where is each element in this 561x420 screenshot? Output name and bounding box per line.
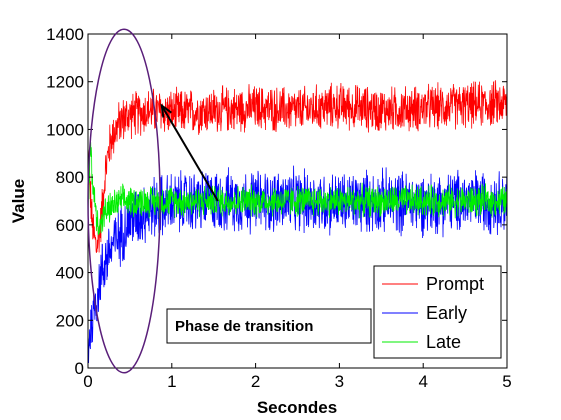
x-tick-label: 5 — [502, 372, 511, 391]
y-tick-label: 600 — [56, 216, 84, 235]
series-line-late — [87, 141, 508, 236]
x-tick-label: 4 — [418, 372, 427, 391]
x-tick-label: 3 — [335, 372, 344, 391]
annotation-arrow-head — [160, 103, 172, 118]
x-axis-title: Secondes — [257, 398, 337, 417]
plot-lines — [87, 80, 508, 364]
y-tick-label: 1000 — [46, 120, 84, 139]
series-line-prompt — [87, 80, 508, 253]
annotation: Phase de transition — [87, 28, 372, 374]
annotation-arrow-shaft — [160, 105, 219, 202]
y-tick-label: 800 — [56, 168, 84, 187]
y-tick-label: 0 — [75, 359, 84, 378]
annotation-box — [166, 308, 372, 344]
y-tick-label: 1200 — [46, 73, 84, 92]
y-axis-title: Value — [9, 179, 28, 223]
legend-box — [373, 265, 502, 359]
y-tick-label: 200 — [56, 311, 84, 330]
legend-label-prompt: Prompt — [426, 274, 484, 294]
legend: Prompt Early Late — [373, 265, 502, 359]
transition-ellipse — [87, 28, 161, 374]
annotation-text: Phase de transition — [175, 318, 313, 335]
x-tick-label: 1 — [167, 372, 176, 391]
legend-label-late: Late — [426, 332, 461, 352]
y-tick-label: 400 — [56, 264, 84, 283]
legend-label-early: Early — [426, 303, 467, 323]
x-tick-label: 0 — [83, 372, 92, 391]
axis-ticks: 0 1 2 3 4 5 0 200 400 600 800 1000 1200 1400 — [46, 25, 512, 391]
x-tick-label: 2 — [251, 372, 260, 391]
y-tick-label: 1400 — [46, 25, 84, 44]
